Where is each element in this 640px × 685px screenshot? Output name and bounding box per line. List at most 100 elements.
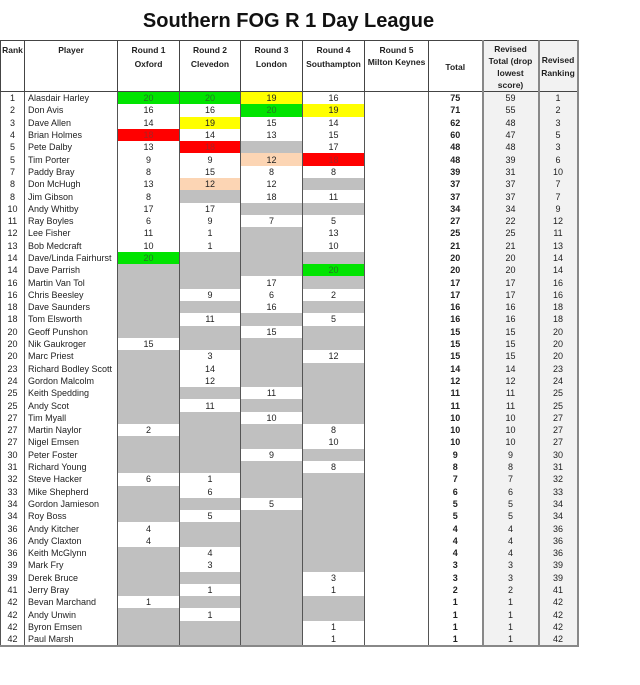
round-2-score: 11 bbox=[179, 313, 241, 326]
round-1-score: 20 bbox=[117, 251, 180, 265]
rank-cell: 20 bbox=[0, 325, 25, 338]
total-cell: 20 bbox=[428, 251, 483, 265]
rank-cell: 25 bbox=[0, 387, 25, 400]
revised-ranking-cell: 30 bbox=[537, 448, 579, 461]
rank-cell: 16 bbox=[0, 276, 25, 289]
round-4-score bbox=[302, 276, 365, 289]
player-cell: Steve Hacker bbox=[24, 473, 118, 486]
round-1-score: 11 bbox=[117, 227, 180, 240]
round-5-score bbox=[364, 153, 429, 166]
total-cell: 27 bbox=[428, 214, 483, 228]
revised-ranking-cell: 5 bbox=[537, 128, 579, 142]
total-cell: 6 bbox=[428, 485, 483, 498]
table-row: 18 Dave Saunders 16 16 16 18 bbox=[0, 301, 579, 314]
round-5-score bbox=[364, 264, 429, 277]
round-4-score: 18 bbox=[302, 153, 365, 166]
round-3-score: 5 bbox=[240, 497, 303, 511]
total-cell: 11 bbox=[428, 399, 483, 412]
player-cell: Gordon Jamieson bbox=[24, 497, 118, 511]
rank-cell: 20 bbox=[0, 350, 25, 363]
round-3-score bbox=[240, 313, 303, 326]
revised-ranking-cell: 20 bbox=[537, 325, 579, 338]
round-5-score bbox=[364, 436, 429, 449]
round-3-score: 10 bbox=[240, 411, 303, 425]
revised-total-cell: 6 bbox=[481, 485, 540, 498]
round-2-score: 14 bbox=[179, 362, 241, 375]
round-2-score bbox=[179, 436, 241, 449]
total-cell: 15 bbox=[428, 325, 483, 338]
round-5-score bbox=[364, 485, 429, 498]
total-cell: 5 bbox=[428, 497, 483, 511]
revised-ranking-cell: 20 bbox=[537, 350, 579, 363]
round-3-score: 20 bbox=[240, 104, 303, 117]
revised-ranking-cell: 6 bbox=[537, 153, 579, 166]
total-cell: 75 bbox=[428, 91, 483, 105]
round-5-score bbox=[364, 141, 429, 154]
round-1-score: 1 bbox=[117, 596, 180, 609]
table-row: 42 Andy Unwin 1 1 1 42 bbox=[0, 608, 579, 621]
round-3-score bbox=[240, 239, 303, 252]
round-4-score: 11 bbox=[302, 190, 365, 203]
revised-total-cell: 15 bbox=[481, 337, 540, 351]
revised-total-cell: 14 bbox=[481, 362, 540, 375]
table-row: 14 Dave Parrish 20 20 20 14 bbox=[0, 264, 579, 277]
header-rank: Rank bbox=[0, 40, 25, 92]
round-4-score bbox=[302, 337, 365, 351]
round-3-score bbox=[240, 399, 303, 412]
round-5-score bbox=[364, 325, 429, 338]
table-row: 24 Gordon Malcolm 12 12 12 24 bbox=[0, 374, 579, 388]
rank-cell: 27 bbox=[0, 436, 25, 449]
round-5-score bbox=[364, 559, 429, 572]
player-cell: Tim Porter bbox=[24, 153, 118, 166]
player-cell: Peter Foster bbox=[24, 448, 118, 461]
venue-label: London bbox=[255, 59, 288, 69]
round-2-score bbox=[179, 325, 241, 338]
total-cell: 16 bbox=[428, 301, 483, 314]
round-2-score bbox=[179, 190, 241, 203]
rank-cell: 36 bbox=[0, 534, 25, 547]
player-cell: Derek Bruce bbox=[24, 571, 118, 584]
round-5-score bbox=[364, 497, 429, 511]
revised-total-cell: 1 bbox=[481, 633, 540, 648]
rank-cell: 27 bbox=[0, 424, 25, 437]
rank-cell: 30 bbox=[0, 448, 25, 461]
revised-total-cell: 48 bbox=[481, 141, 540, 154]
player-cell: Mike Shepherd bbox=[24, 485, 118, 498]
round-2-score: 17 bbox=[179, 202, 241, 215]
round-3-score: 12 bbox=[240, 153, 303, 166]
rank-cell: 23 bbox=[0, 362, 25, 375]
revised-ranking-cell: 42 bbox=[537, 608, 579, 621]
rank-cell: 12 bbox=[0, 227, 25, 240]
round-3-score bbox=[240, 608, 303, 621]
total-cell: 8 bbox=[428, 460, 483, 474]
revised-ranking-cell: 24 bbox=[537, 374, 579, 388]
round-4-score: 14 bbox=[302, 116, 365, 129]
round-4-score bbox=[302, 362, 365, 375]
player-cell: Paul Marsh bbox=[24, 633, 118, 648]
round-1-score: 2 bbox=[117, 424, 180, 437]
player-cell: Brian Holmes bbox=[24, 128, 118, 142]
header-total: Total bbox=[428, 40, 483, 92]
round-1-score: 13 bbox=[117, 141, 180, 154]
total-cell: 9 bbox=[428, 448, 483, 461]
revised-ranking-cell: 14 bbox=[537, 251, 579, 265]
rank-cell: 5 bbox=[0, 153, 25, 166]
table-row: 32 Steve Hacker 6 1 7 7 32 bbox=[0, 473, 579, 486]
round-4-score: 5 bbox=[302, 313, 365, 326]
round-5-score bbox=[364, 178, 429, 191]
rank-cell: 31 bbox=[0, 460, 25, 474]
player-cell: Nik Gaukroger bbox=[24, 337, 118, 351]
venue-label: Oxford bbox=[134, 59, 163, 69]
round-1-score bbox=[117, 485, 180, 498]
table-row: 34 Gordon Jamieson 5 5 5 34 bbox=[0, 497, 579, 511]
player-cell: Bevan Marchand bbox=[24, 596, 118, 609]
table-row: 39 Derek Bruce 3 3 3 39 bbox=[0, 571, 579, 584]
round-3-score bbox=[240, 485, 303, 498]
rank-cell: 33 bbox=[0, 485, 25, 498]
revised-ranking-cell: 25 bbox=[537, 387, 579, 400]
player-cell: Roy Boss bbox=[24, 510, 118, 523]
round-5-score bbox=[364, 301, 429, 314]
round-5-score bbox=[364, 116, 429, 129]
revised-total-cell: 1 bbox=[481, 608, 540, 621]
total-cell: 1 bbox=[428, 633, 483, 648]
